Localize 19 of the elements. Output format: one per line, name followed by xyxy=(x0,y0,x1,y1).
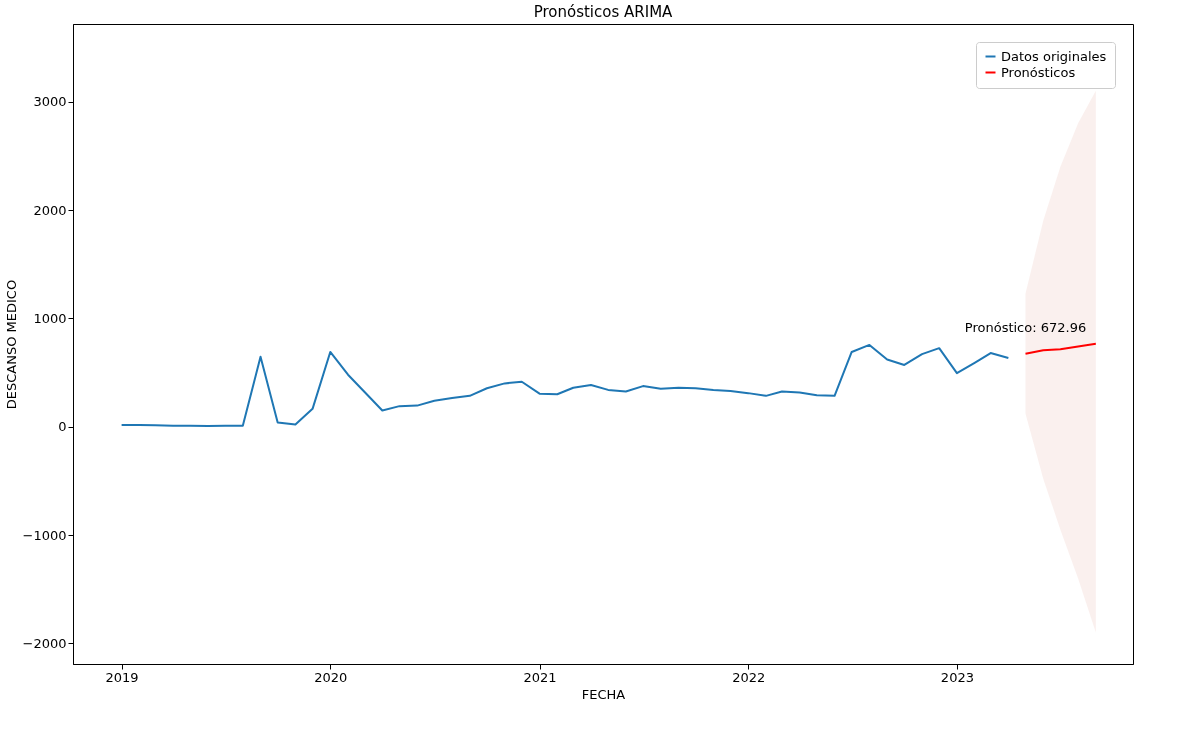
y-axis-title: DESCANSO MEDICO xyxy=(3,279,19,410)
x-tick-label: 2023 xyxy=(940,669,974,685)
y-tick-label: 0 xyxy=(58,419,67,435)
line-series xyxy=(1024,342,1097,355)
annotation: Pronóstico: 672.96 xyxy=(964,319,1087,335)
y-tick-label: −1000 xyxy=(22,527,67,543)
y-tick-label: 2000 xyxy=(33,202,67,218)
y-tick-label: 3000 xyxy=(33,94,67,110)
x-tick-label: 2021 xyxy=(523,669,557,685)
legend-label: Datos originales xyxy=(1001,48,1107,64)
legend-label: Pronósticos xyxy=(1001,64,1076,80)
x-tick-label: 2022 xyxy=(732,669,766,685)
line-series xyxy=(120,343,1010,428)
y-tick-label: −2000 xyxy=(22,635,67,651)
y-tick-label: 1000 xyxy=(33,310,67,326)
x-axis-title: FECHA xyxy=(581,686,626,702)
x-tick-label: 2020 xyxy=(314,669,348,685)
x-tick-label: 2019 xyxy=(105,669,139,685)
chart-title: Pronósticos ARIMA xyxy=(533,3,674,21)
